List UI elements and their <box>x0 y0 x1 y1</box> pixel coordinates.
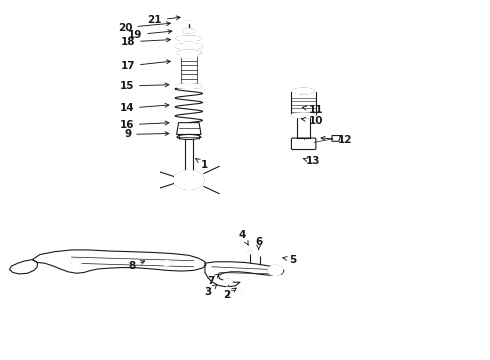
Text: 2: 2 <box>223 288 236 301</box>
Ellipse shape <box>223 279 232 283</box>
Ellipse shape <box>294 88 314 94</box>
Ellipse shape <box>185 21 192 24</box>
Ellipse shape <box>271 268 279 273</box>
Text: 14: 14 <box>120 103 169 113</box>
Text: 9: 9 <box>124 130 169 139</box>
Text: 20: 20 <box>118 22 171 33</box>
Ellipse shape <box>185 178 193 182</box>
Text: 16: 16 <box>120 120 169 130</box>
Ellipse shape <box>180 54 197 58</box>
Ellipse shape <box>224 287 231 291</box>
Ellipse shape <box>292 113 316 118</box>
Ellipse shape <box>247 251 253 254</box>
Ellipse shape <box>175 84 202 88</box>
Text: 3: 3 <box>205 284 217 297</box>
Text: 19: 19 <box>128 30 172 40</box>
Text: 6: 6 <box>255 237 262 249</box>
Text: 11: 11 <box>302 105 323 115</box>
Text: 5: 5 <box>283 255 296 265</box>
Text: 4: 4 <box>239 230 248 245</box>
Ellipse shape <box>268 265 283 275</box>
Text: 1: 1 <box>196 159 209 170</box>
Text: 12: 12 <box>321 135 352 145</box>
Text: 10: 10 <box>301 116 323 126</box>
Ellipse shape <box>176 36 201 41</box>
Ellipse shape <box>257 253 262 256</box>
Text: 18: 18 <box>121 37 171 47</box>
Text: 7: 7 <box>207 274 220 286</box>
Ellipse shape <box>236 290 242 293</box>
Ellipse shape <box>179 174 198 186</box>
Ellipse shape <box>162 261 171 266</box>
Text: 17: 17 <box>121 60 171 71</box>
Ellipse shape <box>175 44 202 49</box>
Text: 15: 15 <box>120 81 169 91</box>
Ellipse shape <box>184 85 193 87</box>
Ellipse shape <box>173 171 204 189</box>
Ellipse shape <box>181 37 196 40</box>
Text: 13: 13 <box>303 156 320 166</box>
Text: 8: 8 <box>128 261 145 271</box>
Ellipse shape <box>176 50 201 55</box>
Ellipse shape <box>183 29 195 33</box>
Text: 21: 21 <box>147 15 180 26</box>
Ellipse shape <box>71 259 82 265</box>
